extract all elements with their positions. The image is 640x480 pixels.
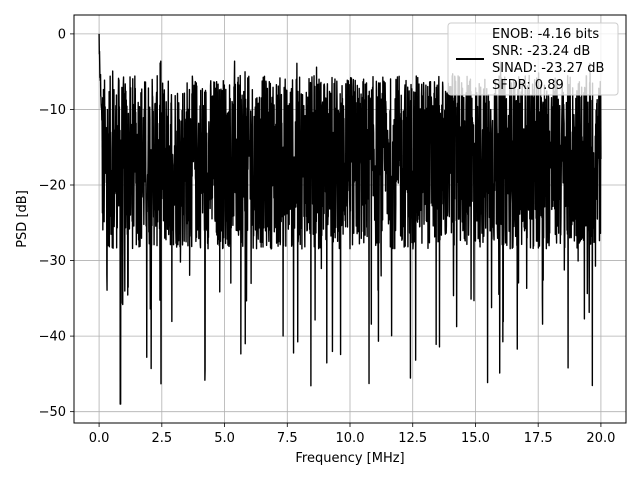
x-tick-label: 0.0 xyxy=(89,431,110,446)
y-tick-label: −20 xyxy=(39,179,66,194)
legend-sinad: SINAD: -23.27 dB xyxy=(492,61,604,76)
x-axis-ticks: 0.0 2.5 5.0 7.5 10.0 12.5 15.0 17.5 20.0 xyxy=(89,423,615,446)
legend-sfdr: SFDR: 0.89 xyxy=(492,78,564,93)
x-tick-label: 17.5 xyxy=(524,431,553,446)
y-axis-label: PSD [dB] xyxy=(15,190,30,248)
y-tick-label: −10 xyxy=(39,103,66,118)
x-tick-label: 7.5 xyxy=(277,431,298,446)
x-tick-label: 15.0 xyxy=(461,431,490,446)
x-tick-label: 10.0 xyxy=(336,431,365,446)
x-tick-label: 20.0 xyxy=(586,431,615,446)
y-tick-label: 0 xyxy=(58,27,66,42)
x-tick-label: 5.0 xyxy=(214,431,235,446)
legend-enob: ENOB: -4.16 bits xyxy=(492,27,599,42)
x-tick-label: 12.5 xyxy=(398,431,427,446)
x-axis-label: Frequency [MHz] xyxy=(295,451,404,466)
y-tick-label: −30 xyxy=(39,254,66,269)
legend: ENOB: -4.16 bits SNR: -23.24 dB SINAD: -… xyxy=(447,22,619,96)
y-axis-ticks: 0 −10 −20 −30 −40 −50 xyxy=(39,27,74,420)
legend-box xyxy=(447,22,619,96)
y-tick-label: −40 xyxy=(39,330,66,345)
legend-snr: SNR: -23.24 dB xyxy=(492,44,590,59)
psd-line xyxy=(98,33,602,405)
x-tick-label: 2.5 xyxy=(151,431,172,446)
y-tick-label: −50 xyxy=(39,405,66,420)
psd-series xyxy=(98,33,602,405)
